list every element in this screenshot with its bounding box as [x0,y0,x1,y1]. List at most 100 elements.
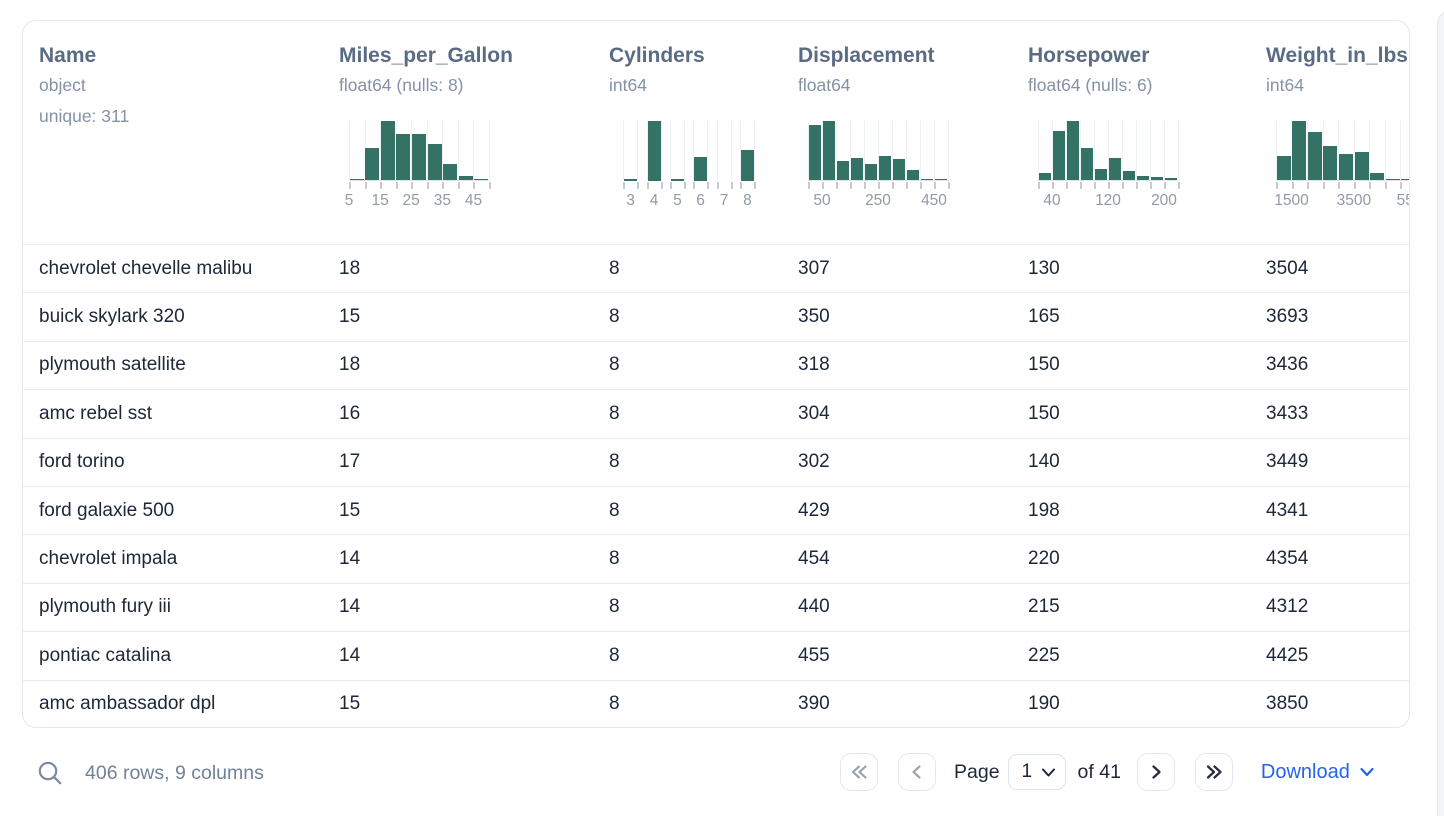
histogram-gridline [1400,121,1402,181]
table-cell: 220 [1028,548,1060,570]
column-header-cylinders[interactable]: Cylinders int64 3 4 5 6 7 8 [609,21,798,244]
axis-tick [707,182,710,189]
histogram-horsepower[interactable]: 40 120 200 [1038,121,1180,213]
histogram-gridline [646,121,648,181]
table-cell: 455 [798,644,830,666]
axis-tick-label: 40 [1043,192,1061,209]
table-cell: 215 [1028,596,1060,618]
histogram-bar [822,121,836,181]
row-count-summary: 406 rows, 9 columns [85,762,264,784]
axis-tick [1276,182,1278,189]
column-header-miles-per-gallon[interactable]: Miles_per_Gallon float64 (nulls: 8) 5 15 25 3… [339,21,609,244]
axis-tick [1150,182,1152,189]
table-cell: 17 [339,451,361,473]
table-cell: 3693 [1266,306,1309,328]
table-cell: 302 [798,451,830,473]
page-select[interactable]: 1 [1007,754,1066,790]
axis-tick [693,182,696,189]
histogram-bar [1052,130,1066,181]
page-label: Page [954,760,1000,783]
axis-tick [380,182,383,189]
histogram-baseline [349,180,489,181]
axis-tick [442,182,445,189]
table-cell: 4312 [1266,596,1309,618]
table-cell: 4354 [1266,548,1309,570]
axis-tick-label: 25 [402,192,420,209]
histogram-bar [427,144,442,181]
column-dtype: float64 (nulls: 8) [339,75,464,95]
prev-page-button[interactable] [898,753,936,791]
histogram-baseline [808,180,948,181]
axis-tick [1066,182,1068,189]
axis-tick [660,182,663,189]
first-page-button[interactable] [840,753,878,791]
histogram-plot [619,121,759,181]
histogram-gridline [457,121,459,181]
table-cell: 3449 [1266,451,1309,473]
column-header-displacement[interactable]: Displacement float64 50 250 450 [798,21,1028,244]
histogram-bar [1094,169,1108,181]
histogram-gridline [693,121,695,181]
axis-tick [948,182,950,189]
axis-tick [1052,182,1054,189]
histogram-bar [864,164,878,181]
table-cell: 8 [609,644,620,666]
last-page-button[interactable] [1194,753,1233,791]
histogram-gridline [878,121,879,181]
axis-tick [637,182,640,189]
search-icon[interactable] [36,759,64,787]
axis-tick-label: 50 [813,192,831,209]
axis-tick-label: 450 [921,192,947,209]
table-row: amc rebel sst 16 8 304 150 3433 [23,389,1409,437]
histogram-plot [349,121,490,181]
histogram-weight-in-lbs[interactable]: 1500 3500 5500 [1274,121,1409,213]
axis-tick [1400,182,1403,189]
axis-tick-label: 200 [1151,192,1177,209]
histogram-gridline [1108,121,1109,181]
axis-tick-label: 35 [433,192,451,209]
axis-tick [1108,182,1110,189]
table-row: plymouth fury iii 14 8 440 215 4312 [23,582,1409,631]
axis-tick [1178,182,1180,189]
axis-tick-label: 5 [344,192,354,209]
histogram-gridline [660,121,662,181]
column-header-name[interactable]: Name object unique: 311 [39,21,339,244]
column-header-horsepower[interactable]: Horsepower float64 (nulls: 6) 40 120 200 [1028,21,1266,244]
axis-tick [1291,182,1294,189]
axis-tick [934,182,936,189]
histogram-gridline [349,121,350,181]
table-row: chevrolet chevelle malibu 18 8 307 130 3504 [23,244,1409,292]
column-header-weight-in-lbs[interactable]: Weight_in_lbs int64 1500 3500 5500 [1266,21,1409,244]
histogram-baseline [1038,180,1178,181]
table-cell: 150 [1028,402,1060,424]
table-cell: 14 [339,644,361,666]
histogram-bar [624,178,638,181]
histogram-bar [380,121,395,181]
download-button[interactable]: Download [1261,761,1375,784]
axis-tick [920,182,922,189]
column-dtype: float64 [798,75,851,95]
table-cell: 8 [609,306,620,328]
axis-tick [1369,182,1372,189]
histogram-bar [1370,172,1385,181]
table-row: chevrolet impala 14 8 454 220 4354 [23,534,1409,582]
table-cell: 165 [1028,306,1060,328]
histogram-gridline [864,121,865,181]
histogram-gridline [623,121,625,181]
column-title: Name [39,44,97,67]
histogram-gridline [473,121,475,181]
axis-tick [850,182,852,189]
axis-tick [349,182,351,189]
table-cell: 225 [1028,644,1060,666]
table-cell: 4425 [1266,644,1309,666]
axis-tick [395,182,398,189]
histogram-miles-per-gallon[interactable]: 5 15 25 35 45 [345,121,491,213]
column-dtype: int64 [1266,75,1304,95]
next-page-button[interactable] [1136,753,1175,791]
histogram-displacement[interactable]: 50 250 450 [808,121,950,213]
histogram-bar [1164,178,1178,181]
table-cell: 8 [609,451,620,473]
axis-tick-label: 7 [719,192,729,209]
